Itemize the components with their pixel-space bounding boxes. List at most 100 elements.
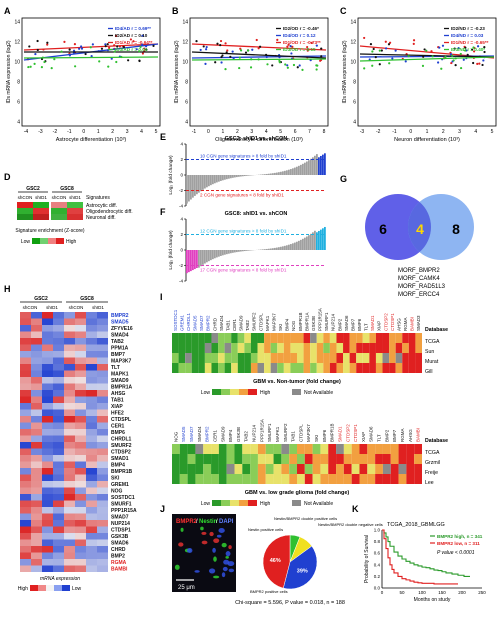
h-cell bbox=[75, 416, 86, 423]
scatter-point bbox=[229, 56, 231, 58]
waterfall-bar bbox=[314, 156, 316, 175]
scatter-point bbox=[69, 49, 71, 51]
i-cell bbox=[271, 363, 278, 373]
waterfall-bar bbox=[204, 250, 206, 264]
i-cell bbox=[264, 333, 271, 343]
i-cell bbox=[336, 363, 343, 373]
h-cell bbox=[64, 312, 75, 319]
i-cell bbox=[376, 363, 383, 373]
i-gene-label: NOG bbox=[291, 320, 296, 331]
h-cell bbox=[20, 371, 31, 378]
scatter-point bbox=[388, 62, 390, 64]
waterfall-bar bbox=[262, 249, 264, 250]
scatter-point bbox=[98, 60, 100, 62]
h-cell bbox=[64, 566, 75, 573]
h-cell bbox=[31, 371, 42, 378]
h-cell bbox=[31, 416, 42, 423]
h-cell bbox=[97, 462, 108, 469]
h-cell bbox=[64, 338, 75, 345]
i-gene-label: CTDSPL bbox=[298, 424, 303, 442]
scatter-point bbox=[375, 56, 377, 58]
i-cell bbox=[244, 343, 251, 353]
scatter-xtick: -3 bbox=[38, 129, 43, 135]
h-gene-label: SOSTDC1 bbox=[111, 495, 135, 501]
h-cell bbox=[20, 390, 31, 397]
i-cell bbox=[414, 444, 422, 454]
i-cell bbox=[185, 353, 192, 363]
h-cell bbox=[64, 364, 75, 371]
i-row-label: Database bbox=[425, 327, 448, 333]
i-cell bbox=[367, 464, 375, 474]
km-xtick: 50 bbox=[399, 590, 405, 595]
h-cell bbox=[86, 488, 97, 495]
h-cell bbox=[53, 325, 64, 332]
h-col-3: shCON bbox=[69, 305, 84, 310]
h-cell bbox=[86, 455, 97, 462]
waterfall-bar bbox=[282, 246, 284, 250]
h-cell bbox=[42, 345, 53, 352]
scatter-legend-entry: ID4/OD r = 0.12 bbox=[283, 33, 316, 38]
h-cell bbox=[75, 559, 86, 566]
i-cell bbox=[274, 454, 282, 464]
i-cell bbox=[188, 464, 196, 474]
i-cell bbox=[297, 474, 305, 484]
waterfall-ylabel: Log₂ (fold change) bbox=[168, 155, 174, 195]
h-cell bbox=[20, 338, 31, 345]
scatter-point bbox=[250, 66, 252, 68]
i-cell bbox=[231, 353, 238, 363]
i-legend-high: High bbox=[260, 390, 271, 396]
h-cell bbox=[75, 364, 86, 371]
h-cell bbox=[86, 429, 97, 436]
panel-letter-a: A bbox=[4, 6, 11, 16]
i-gene-label: SMURF2 bbox=[283, 423, 288, 442]
h-cell bbox=[20, 384, 31, 391]
pie-label: Nestin/BMPR2 double positive cells bbox=[274, 516, 337, 521]
i-cell bbox=[225, 353, 232, 363]
h-group-gsc8: GSC8 bbox=[80, 296, 94, 302]
i-cell bbox=[172, 353, 179, 363]
h-cell bbox=[75, 533, 86, 540]
h-cell bbox=[97, 481, 108, 488]
waterfall-bar bbox=[206, 250, 208, 262]
pie-label: Nestin/BMPR2 double negative cells bbox=[318, 522, 383, 527]
scatter-point bbox=[460, 53, 462, 55]
h-cell bbox=[97, 533, 108, 540]
scatter-point bbox=[373, 48, 375, 50]
h-cell bbox=[20, 527, 31, 534]
h-cell bbox=[31, 566, 42, 573]
d-group-gsc8: GSC8 bbox=[60, 186, 74, 192]
h-cell bbox=[20, 449, 31, 456]
i-caption: GBM vs. Non-tumor (fold change) bbox=[253, 379, 341, 385]
i-cell bbox=[336, 333, 343, 343]
scatter-ytick: 12 bbox=[350, 40, 356, 46]
h-cell bbox=[97, 377, 108, 384]
scatter-point bbox=[238, 67, 240, 69]
i-cell bbox=[305, 474, 313, 484]
h-cell bbox=[97, 501, 108, 508]
waterfall-bar bbox=[230, 175, 232, 178]
h-cell bbox=[20, 566, 31, 573]
h-cell bbox=[86, 371, 97, 378]
km-legend-entry: BMPR2 high, n = 341 bbox=[437, 534, 483, 539]
pie-value-label: 39% bbox=[297, 568, 308, 574]
waterfall-bar bbox=[276, 248, 278, 250]
i-cell bbox=[238, 363, 245, 373]
h-cell bbox=[31, 351, 42, 358]
i-cell bbox=[406, 444, 414, 454]
waterfall-bar bbox=[230, 250, 232, 253]
waterfall-bar bbox=[242, 250, 244, 251]
waterfall-bar bbox=[210, 250, 212, 260]
waterfall-title: GSC8: shID1 vs. shCON bbox=[225, 211, 288, 217]
h-cell bbox=[86, 481, 97, 488]
i-gene-label: CTDSP1 bbox=[353, 424, 358, 442]
i-cell bbox=[367, 444, 375, 454]
i-cell bbox=[198, 333, 205, 343]
scatter-point bbox=[481, 64, 483, 66]
scatter-point bbox=[388, 43, 390, 45]
i-gene-label: CTDSP2 bbox=[383, 313, 388, 331]
scatter-point bbox=[370, 43, 372, 45]
h-col-2: shID1 bbox=[46, 305, 58, 310]
i-gene-label: NOG bbox=[173, 431, 178, 442]
scatter-point bbox=[442, 45, 444, 47]
h-cell bbox=[42, 358, 53, 365]
